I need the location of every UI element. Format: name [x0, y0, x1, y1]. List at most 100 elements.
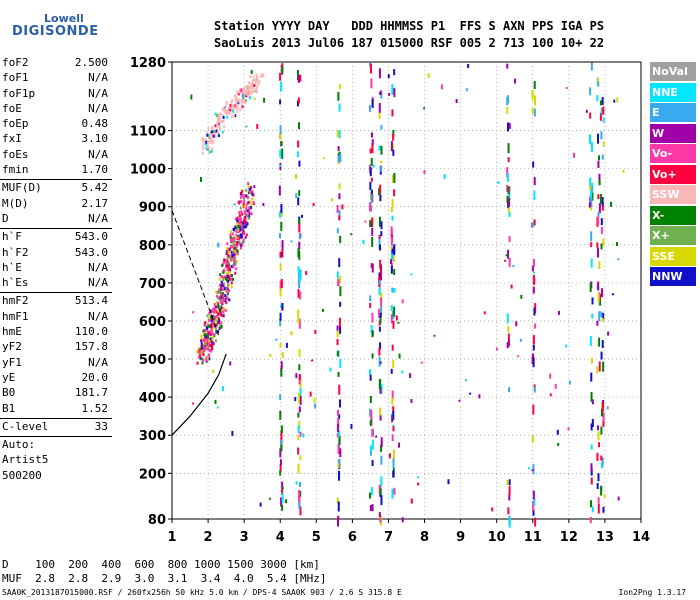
echo-dot [236, 252, 239, 256]
echo-dot [336, 228, 339, 234]
echo-dot [216, 320, 219, 324]
echo-dot [371, 139, 374, 146]
echo-dot [336, 338, 339, 345]
echo-dot [298, 223, 301, 233]
echo-dot [256, 76, 259, 80]
echo-dot [517, 355, 520, 358]
echo-dot [298, 241, 301, 250]
echo-dot [239, 235, 242, 239]
echo-dot [223, 297, 226, 301]
param-value: N/A [88, 276, 108, 290]
muf-distance-table: D 100 200 400 600 800 1000 1500 3000 [km… [2, 558, 327, 586]
echo-dot [299, 506, 302, 516]
echo-dot [213, 302, 216, 306]
echo-dot [380, 166, 383, 173]
echo-dot [597, 81, 600, 87]
param-value: 157.8 [74, 340, 108, 354]
echo-dot [243, 199, 246, 203]
echo-dot [211, 347, 214, 351]
echo-dot [244, 225, 247, 229]
echo-dot [507, 507, 510, 515]
echo-dot [298, 278, 301, 289]
echo-dot [225, 275, 228, 279]
echo-dot [205, 328, 208, 332]
echo-dot [245, 188, 248, 192]
echo-dot [254, 81, 257, 85]
param-value: N/A [88, 211, 108, 225]
echo-dot [507, 157, 510, 163]
echo-dot [249, 96, 252, 100]
echo-dot [279, 72, 282, 81]
echo-dot [205, 140, 208, 144]
echo-dot [240, 101, 243, 105]
echo-dot [238, 211, 241, 215]
echo-dot [420, 361, 423, 364]
param-row: foF2 2.500 [0, 56, 112, 71]
echo-dot [279, 459, 282, 466]
echo-dot [409, 373, 412, 379]
param-separator [0, 436, 112, 438]
echo-dot [205, 346, 208, 350]
profile-extrapolation [171, 210, 220, 337]
echo-dot [371, 217, 374, 223]
param-separator [0, 228, 112, 230]
echo-dot [378, 145, 381, 151]
echo-dot [229, 235, 232, 239]
echo-dot [250, 91, 253, 95]
echo-dot [598, 337, 601, 347]
echo-dot [506, 172, 509, 182]
echo-dot [392, 255, 395, 263]
echo-dot [221, 314, 224, 318]
echo-dot [590, 357, 593, 364]
echo-dot [622, 169, 625, 173]
echo-dot [208, 318, 211, 322]
echo-dot [238, 217, 241, 221]
echo-dot [337, 91, 340, 101]
x-tick-label: 10 [488, 530, 506, 545]
echo-dot [417, 476, 420, 479]
echo-dot [508, 486, 511, 496]
echo-dot [298, 502, 301, 510]
echo-dot [217, 305, 220, 309]
echo-dot [336, 271, 339, 279]
echo-dot [338, 399, 341, 408]
echo-dot [197, 350, 200, 354]
echo-dot [210, 149, 213, 153]
echo-dot [204, 333, 207, 337]
echo-dot [369, 104, 372, 112]
param-value: N/A [88, 71, 108, 85]
echo-dot [236, 222, 239, 226]
echo-dot [205, 335, 208, 339]
echo-dot [410, 498, 413, 504]
echo-dot [234, 95, 237, 99]
echo-dot [590, 62, 593, 71]
echo-dot [237, 97, 240, 101]
echo-dot [337, 501, 340, 512]
param-value: 5.42 [81, 181, 109, 195]
echo-dot [379, 517, 382, 523]
echo-dot [247, 182, 250, 186]
echo-dot [212, 342, 215, 346]
param-label: h`F [2, 230, 22, 244]
echo-dot [378, 188, 381, 196]
echo-dot [279, 439, 282, 445]
legend-item-w: W [650, 123, 696, 143]
echo-dot [533, 386, 536, 393]
echo-dot [209, 131, 212, 135]
echo-dot [339, 301, 342, 307]
echo-dot [202, 139, 205, 143]
y-tick-label: 1100 [130, 125, 166, 140]
echo-dot [254, 78, 257, 82]
echo-dot [427, 73, 430, 79]
echo-dot [256, 123, 259, 129]
echo-dot [379, 184, 382, 194]
x-tick-label: 6 [348, 530, 357, 545]
echo-dot [597, 247, 600, 258]
echo-dot [507, 207, 510, 213]
echo-dot [211, 332, 214, 336]
echo-dot [262, 203, 265, 207]
echo-dot [379, 488, 382, 496]
echo-dot [217, 312, 220, 316]
echo-dot [201, 345, 204, 349]
echo-dot [240, 223, 243, 227]
